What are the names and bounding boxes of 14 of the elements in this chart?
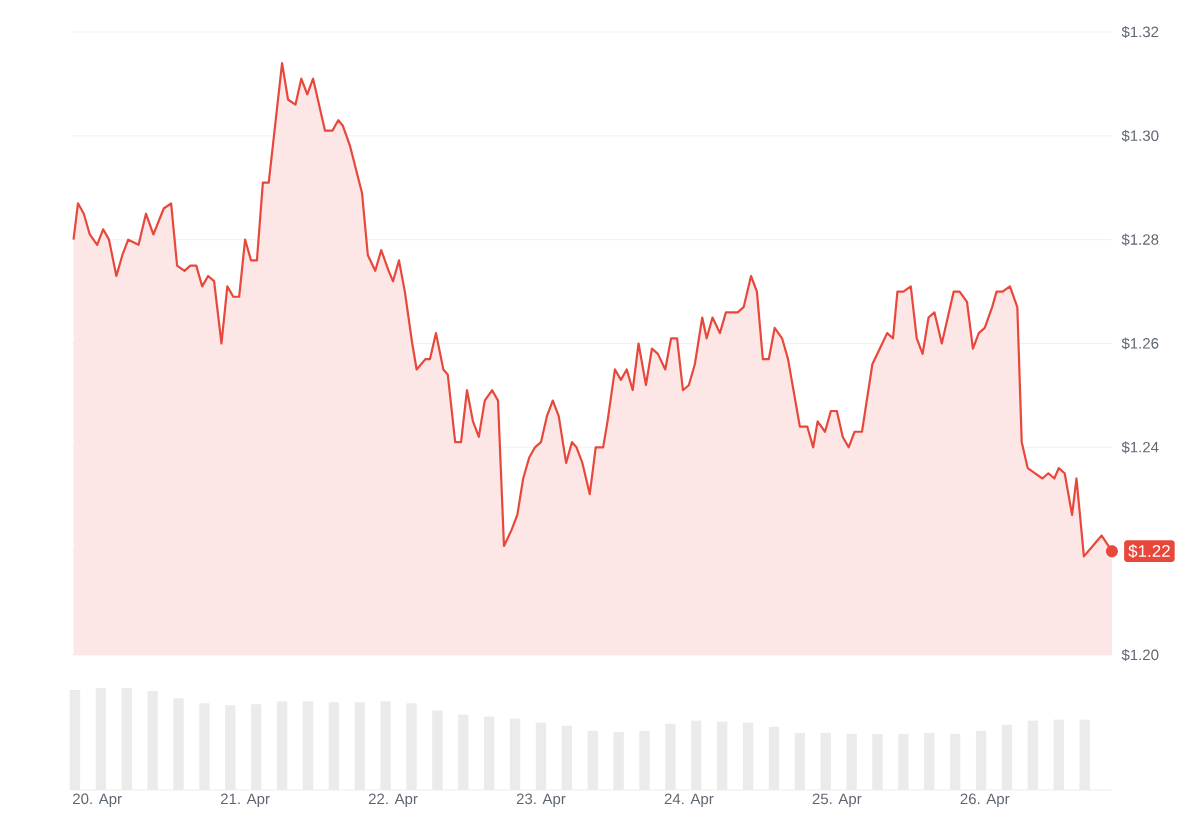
- y-tick-label: $1.30: [1121, 129, 1159, 142]
- y-tick-label: $1.26: [1121, 337, 1159, 350]
- x-tick-label: 20. Apr: [73, 793, 122, 808]
- y-tick-label: $1.24: [1121, 441, 1159, 454]
- x-tick-label: 25. Apr: [812, 793, 862, 808]
- x-tick-label: 23. Apr: [516, 793, 566, 808]
- x-tick-label: 22. Apr: [368, 793, 418, 808]
- x-tick-label: 21. Apr: [220, 793, 270, 808]
- x-tick-label: 26. Apr: [960, 793, 1010, 808]
- annotation: $1.22: [1128, 544, 1170, 559]
- y-tick-label: $1.20: [1121, 648, 1159, 662]
- y-tick-label: $1.32: [1121, 25, 1159, 39]
- x-tick-label: 24. Apr: [664, 793, 714, 808]
- y-tick-label: $1.28: [1121, 233, 1159, 246]
